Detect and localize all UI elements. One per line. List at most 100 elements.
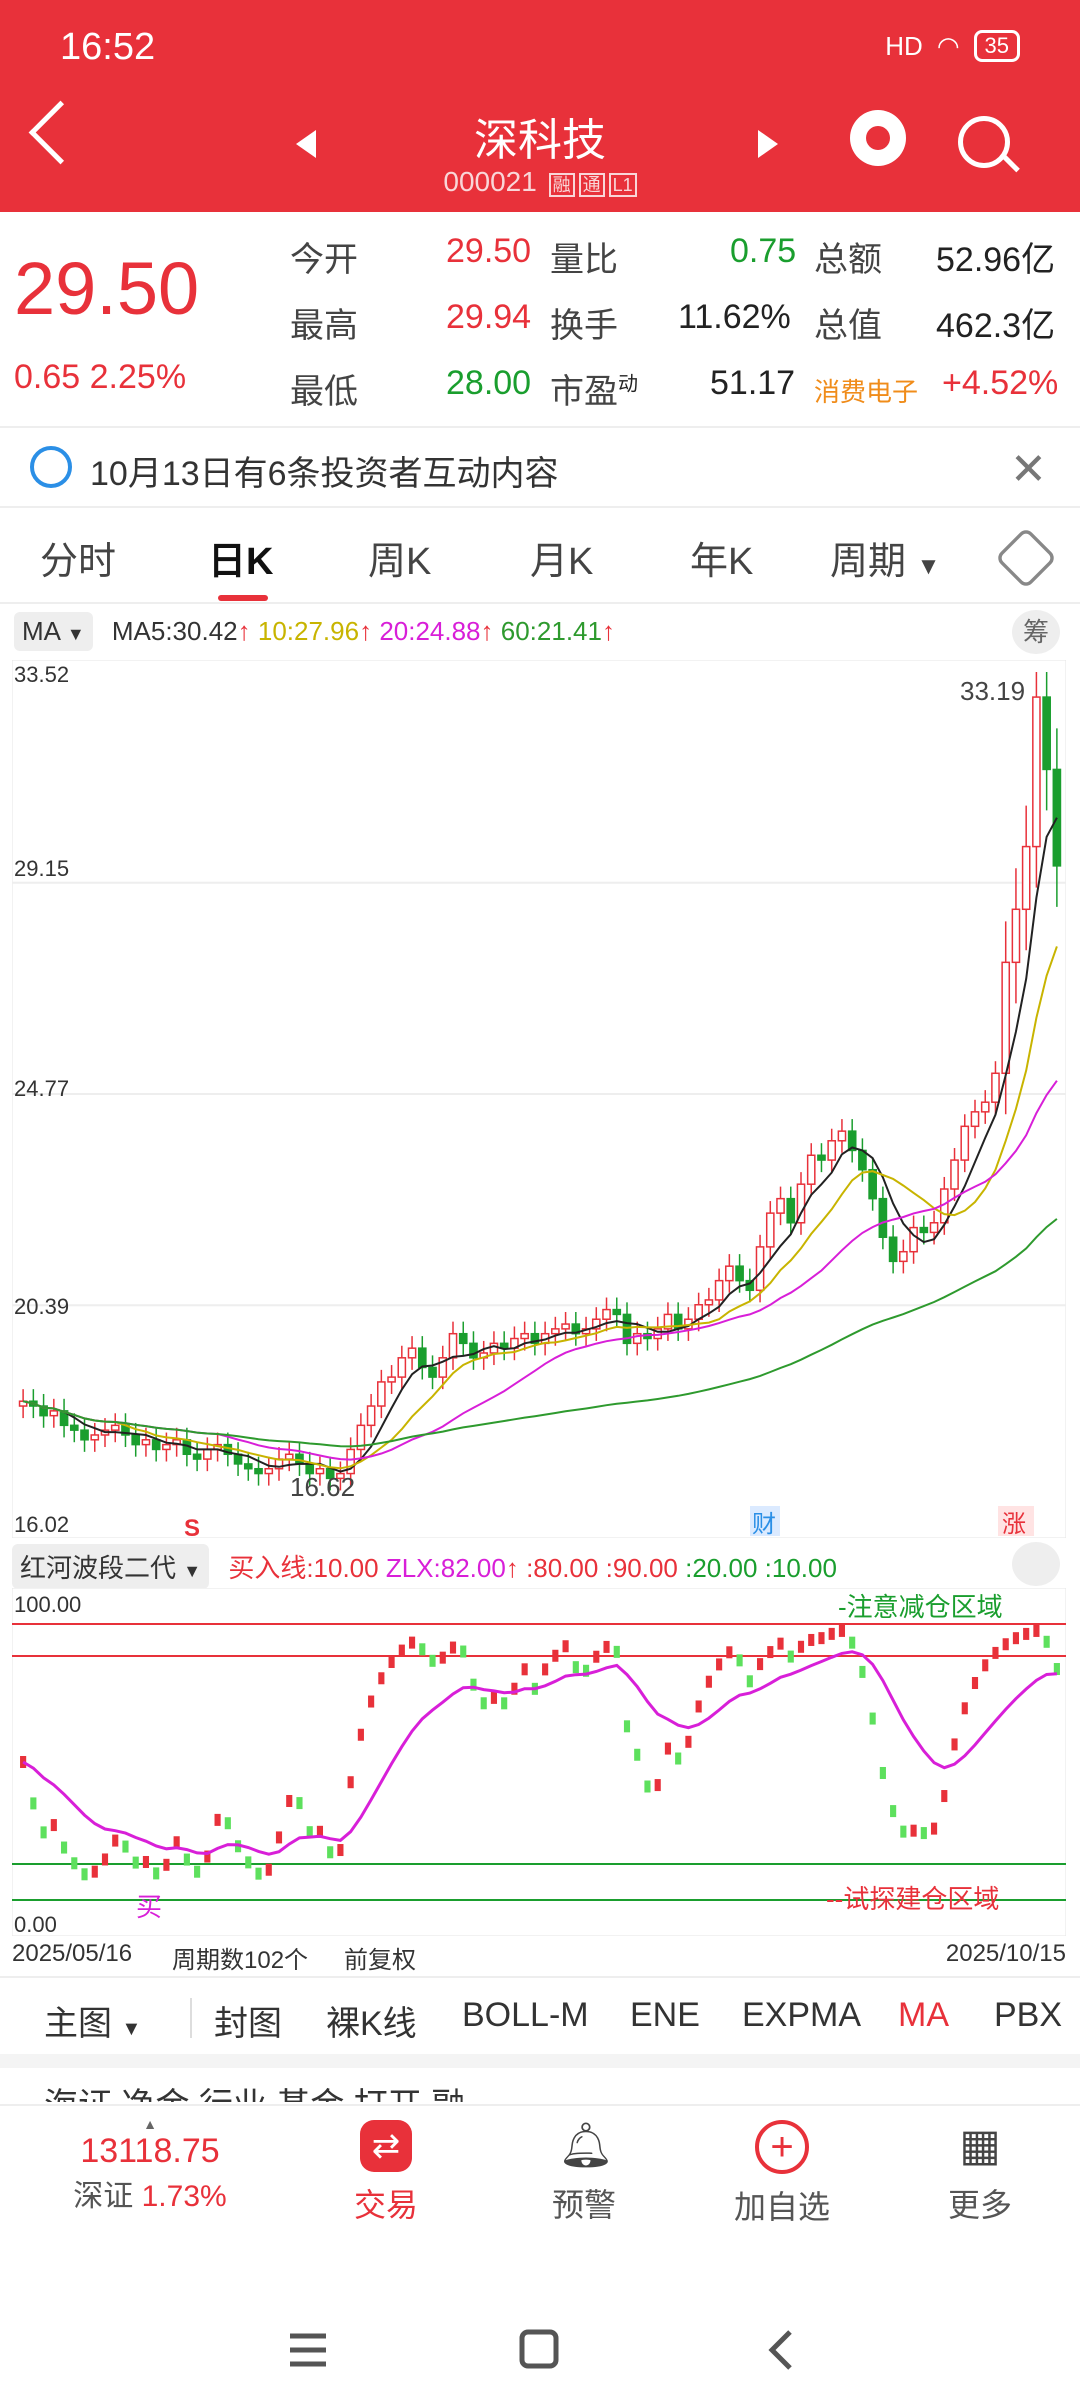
nav-trade[interactable]: ⇄ 交易 <box>296 2106 476 2226</box>
candle-body <box>530 1332 540 1345</box>
candle-body <box>438 1357 448 1378</box>
sector-change[interactable]: +4.52% <box>942 364 1059 402</box>
back-icon[interactable] <box>768 2330 792 2370</box>
indicator-bar <box>716 1658 723 1671</box>
nav-more[interactable]: ▦ 更多 <box>947 2121 1012 2223</box>
indicator-bar <box>286 1794 293 1807</box>
cutoff-row: 海证 净金 行业 基金 打开 融 <box>0 2068 1080 2102</box>
search-icon[interactable] <box>958 116 1010 168</box>
marker-limit-up: 涨 <box>1002 1511 1026 1538</box>
chevron-down-icon: ▼ <box>121 2018 142 2040</box>
wifi-icon: ◠ <box>936 30 960 61</box>
study-expma[interactable]: EXPMA <box>742 1996 862 2034</box>
indicator-selector[interactable]: 红河波段二代 ▼ <box>12 1544 210 1589</box>
sector-link[interactable]: 消费电子 <box>814 377 919 407</box>
indicator-bar <box>245 1856 252 1869</box>
tab-monthly-k[interactable]: 月K <box>530 541 594 583</box>
indicator-bar <box>296 1797 303 1810</box>
quote-open-value: 29.50 <box>446 232 532 270</box>
tab-daily-k[interactable]: 日K <box>208 530 273 601</box>
up-arrow-icon: ↑ <box>480 616 494 646</box>
indicator-bar <box>101 1853 109 1866</box>
indicator-bar <box>1023 1627 1030 1640</box>
nav-add-watchlist[interactable]: + 加自选 <box>692 2106 872 2228</box>
nav-alert[interactable]: 🔔︎ 预警 <box>551 2121 616 2223</box>
quote-panel: 29.50 0.65 2.25% 今开 29.50 量比 0.75 总额 52.… <box>0 212 1080 428</box>
study-ma[interactable]: MA <box>898 1996 949 2034</box>
indicator-bar <box>132 1856 139 1869</box>
expand-icon[interactable] <box>1012 1542 1060 1586</box>
next-stock-icon[interactable] <box>758 130 778 158</box>
indicator-chart[interactable]: 100.00 0.00 -注意减仓区域 --试探建仓区域 买 <box>12 1588 1066 1936</box>
indicator-bar <box>40 1826 47 1839</box>
change-percent: 2.25% <box>89 358 187 396</box>
high-price-label: 33.19 <box>960 676 1025 706</box>
adjust-mode: 前复权 <box>344 1947 416 1974</box>
candle-body <box>786 1197 796 1224</box>
y-label-2: 29.15 <box>14 856 69 881</box>
candle-body <box>970 1111 980 1128</box>
indicator-bar <box>50 1819 57 1832</box>
prev-stock-icon[interactable] <box>296 130 316 158</box>
tab-weekly-k[interactable]: 周K <box>368 541 432 583</box>
quote-open: 今开 <box>290 241 358 279</box>
settings-hexagon-icon[interactable] <box>994 526 1058 590</box>
indicator-bar <box>593 1650 600 1663</box>
indicator-bar <box>1053 1663 1060 1676</box>
study-boll-m[interactable]: BOLL-M <box>462 1996 589 2034</box>
bottom-nav: ▲ 13118.75 深证 1.73% ⇄ 交易 🔔︎ 预警 + 加自选 ▦ 更… <box>0 2104 1080 2256</box>
ma10-value: 10:27.96 <box>257 616 360 646</box>
indicator-bar <box>398 1644 405 1657</box>
indicator-bar <box>81 1868 88 1881</box>
candle-body <box>980 1101 990 1113</box>
quote-high-value: 29.94 <box>446 298 532 336</box>
candlestick-chart[interactable]: 33.52 29.15 24.77 20.39 16.02 33.19 16.6… <box>12 660 1066 1538</box>
candle-body <box>663 1313 673 1330</box>
candle-body <box>888 1236 898 1263</box>
close-icon[interactable]: ✕ <box>1010 445 1047 494</box>
indicator-bar <box>808 1633 815 1646</box>
bell-icon: 🔔︎ <box>558 2121 614 2170</box>
notice-text[interactable]: 10月13日有6条投资者互动内容 <box>90 455 559 493</box>
price-change: 0.65 2.25% <box>14 358 186 397</box>
indicator-bar <box>982 1659 989 1672</box>
zone-build-label: --试探建仓区域 <box>826 1884 999 1914</box>
indicator-bar <box>204 1850 211 1863</box>
study-fengtu[interactable]: 封图 <box>214 2005 282 2043</box>
main-chart-selector[interactable]: 主图 ▼ <box>44 2005 142 2043</box>
study-pbx[interactable]: PBX <box>994 1996 1063 2034</box>
ma-selector[interactable]: MA ▼ <box>14 612 93 651</box>
index-quote[interactable]: ▲ 13118.75 深证 1.73% <box>50 2106 250 2215</box>
indicator-bar <box>542 1663 549 1676</box>
index-value: 13118.75 <box>80 2132 220 2170</box>
param-20: :20.00 <box>685 1553 758 1583</box>
indicator-bar <box>869 1712 876 1725</box>
candle-body <box>110 1424 120 1431</box>
indicator-bar <box>797 1640 805 1653</box>
tab-period[interactable]: 周期 ▼ <box>830 541 941 583</box>
study-ene[interactable]: ENE <box>630 1996 700 2034</box>
stock-code: 000021 <box>443 166 537 197</box>
candle-body <box>735 1265 744 1282</box>
candle-body <box>80 1429 89 1441</box>
chip-distribution-button[interactable]: 筹 <box>1012 610 1060 654</box>
study-naked-k[interactable]: 裸K线 <box>326 2005 417 2043</box>
indicator-bar <box>992 1646 999 1659</box>
investor-notice-bar[interactable]: 10月13日有6条投资者互动内容 ✕ <box>0 428 1080 508</box>
chevron-down-icon: ▼ <box>183 1561 202 1581</box>
tab-yearly-k[interactable]: 年K <box>690 541 754 583</box>
home-icon[interactable] <box>519 2329 559 2369</box>
ma-line-ma10 <box>22 946 1058 1470</box>
candle-body <box>1052 768 1062 867</box>
quote-turnover: 换手 <box>550 307 618 345</box>
candle-body <box>254 1467 263 1475</box>
assistant-mascot-icon[interactable] <box>850 110 906 166</box>
tab-intraday[interactable]: 分时 <box>40 541 117 583</box>
indicator-bar <box>859 1665 866 1678</box>
candle-body <box>243 1463 253 1470</box>
indicator-bar <box>951 1738 958 1751</box>
indicator-bar <box>419 1643 426 1656</box>
ma-line-ma60 <box>22 1218 1058 1448</box>
menu-icon[interactable] <box>290 2333 326 2367</box>
candle-body <box>141 1439 151 1446</box>
